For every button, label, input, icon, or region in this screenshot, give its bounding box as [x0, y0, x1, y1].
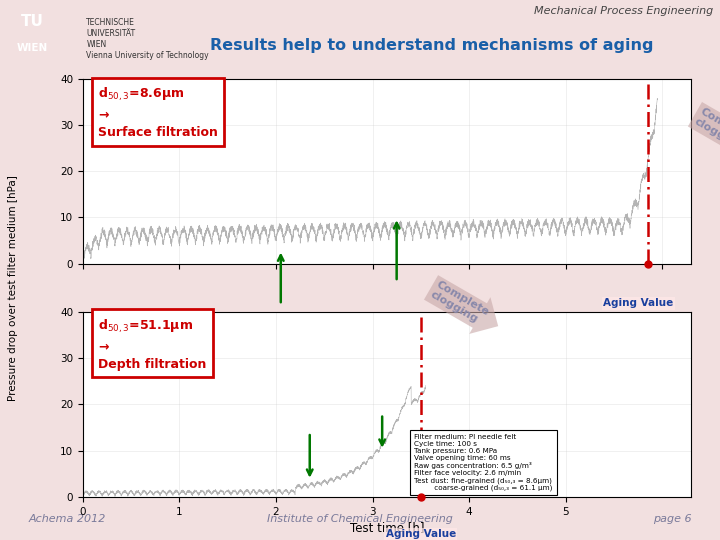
Text: Achema 2012: Achema 2012 — [29, 514, 106, 524]
Text: page 6: page 6 — [652, 514, 691, 524]
Text: Results help to understand mechanisms of aging: Results help to understand mechanisms of… — [210, 38, 654, 53]
Text: Cleaning pressure drop: Cleaning pressure drop — [378, 323, 483, 333]
X-axis label: Test time [h]: Test time [h] — [350, 521, 424, 534]
Text: d$_{50,3}$=8.6μm
→
Surface filtration: d$_{50,3}$=8.6μm → Surface filtration — [98, 86, 218, 139]
Text: Aging Value: Aging Value — [386, 529, 456, 539]
Text: Filter medium: PI needle felt
Cycle time: 100 s
Tank pressure: 0.6 MPa
Valve ope: Filter medium: PI needle felt Cycle time… — [415, 434, 553, 491]
Text: Residual pressure drop: Residual pressure drop — [229, 323, 333, 333]
Text: Pressure drop over test filter medium [hPa]: Pressure drop over test filter medium [h… — [8, 175, 18, 401]
Text: TECHNISCHE
UNIVERSITÄT
WIEN
Vienna University of Technology: TECHNISCHE UNIVERSITÄT WIEN Vienna Unive… — [86, 17, 209, 60]
Text: Mechanical Process Engineering: Mechanical Process Engineering — [534, 5, 713, 16]
Text: d$_{50,3}$=51.1μm
→
Depth filtration: d$_{50,3}$=51.1μm → Depth filtration — [98, 318, 207, 371]
Text: Institute of Chemical Engineering: Institute of Chemical Engineering — [267, 514, 453, 524]
Text: Aging Value: Aging Value — [603, 298, 673, 308]
Text: WIEN: WIEN — [17, 43, 48, 53]
Text: TU: TU — [21, 14, 43, 29]
Text: Complete
clogging: Complete clogging — [428, 280, 490, 328]
Text: Complete
clogging: Complete clogging — [693, 106, 720, 155]
